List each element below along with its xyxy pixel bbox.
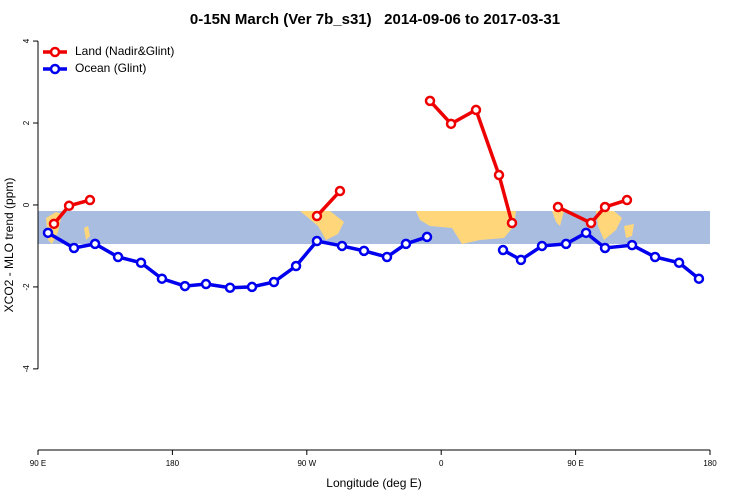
series (48, 95, 633, 230)
data-point (421, 231, 433, 243)
data-point (200, 278, 212, 290)
data-point (493, 169, 505, 181)
x-tick-label: 180 (703, 459, 717, 468)
data-point (445, 118, 457, 130)
data-point (268, 276, 280, 288)
data-point (621, 194, 633, 206)
series-line (428, 99, 514, 224)
series (42, 227, 705, 293)
data-point (560, 238, 572, 250)
data-point (358, 245, 370, 257)
data-point (334, 185, 346, 197)
chart-title: 0-15N March (Ver 7b_s31) 2014-09-06 to 2… (190, 11, 560, 28)
y-tick-label: 2 (22, 120, 31, 125)
data-point (89, 238, 101, 250)
data-point (48, 218, 60, 230)
series-line (557, 198, 628, 226)
data-point (649, 251, 661, 263)
data-point (63, 200, 75, 212)
legend-marker (49, 46, 61, 58)
data-point (179, 280, 191, 292)
data-point (673, 257, 685, 268)
data-point (552, 201, 564, 213)
data-point (311, 235, 323, 247)
data-point (224, 282, 236, 293)
data-point (311, 210, 323, 222)
data-point (536, 240, 548, 252)
data-point (290, 260, 302, 272)
data-point (135, 257, 147, 268)
legend-label: Land (Nadir&Glint) (75, 44, 174, 58)
data-point (424, 95, 436, 107)
data-point (112, 251, 124, 263)
data-point (400, 238, 412, 250)
data-point (246, 281, 258, 293)
y-axis-label: XCO2 - MLO trend (ppm) (2, 178, 16, 313)
series-line (502, 230, 701, 281)
data-point (580, 227, 592, 239)
data-point (506, 217, 518, 229)
data-point (470, 104, 482, 116)
y-tick-label: -4 (22, 365, 31, 373)
data-point (585, 217, 597, 229)
legend-label: Ocean (Glint) (75, 61, 146, 75)
map-background (38, 211, 710, 244)
x-tick-label: 180 (166, 459, 180, 468)
data-point (381, 251, 393, 263)
data-point (84, 194, 96, 206)
legend-marker (49, 63, 61, 75)
data-point (42, 227, 54, 239)
x-tick-label: 90 W (297, 459, 316, 468)
x-tick-label: 0 (439, 459, 444, 468)
data-point (599, 201, 611, 213)
data-point (68, 242, 80, 254)
y-tick-label: 4 (22, 38, 31, 43)
y-tick-label: 0 (22, 202, 31, 207)
y-tick-label: -2 (22, 283, 31, 291)
data-point (693, 273, 705, 284)
data-point (626, 239, 638, 251)
data-point (515, 254, 527, 266)
series-line (315, 189, 342, 218)
data-point (156, 273, 168, 284)
data-point (599, 242, 611, 254)
x-tick-label: 90 E (30, 459, 46, 468)
data-point (497, 244, 509, 256)
data-point (336, 240, 348, 252)
x-axis-label: Longitude (deg E) (326, 476, 421, 490)
x-tick-label: 90 E (567, 459, 583, 468)
